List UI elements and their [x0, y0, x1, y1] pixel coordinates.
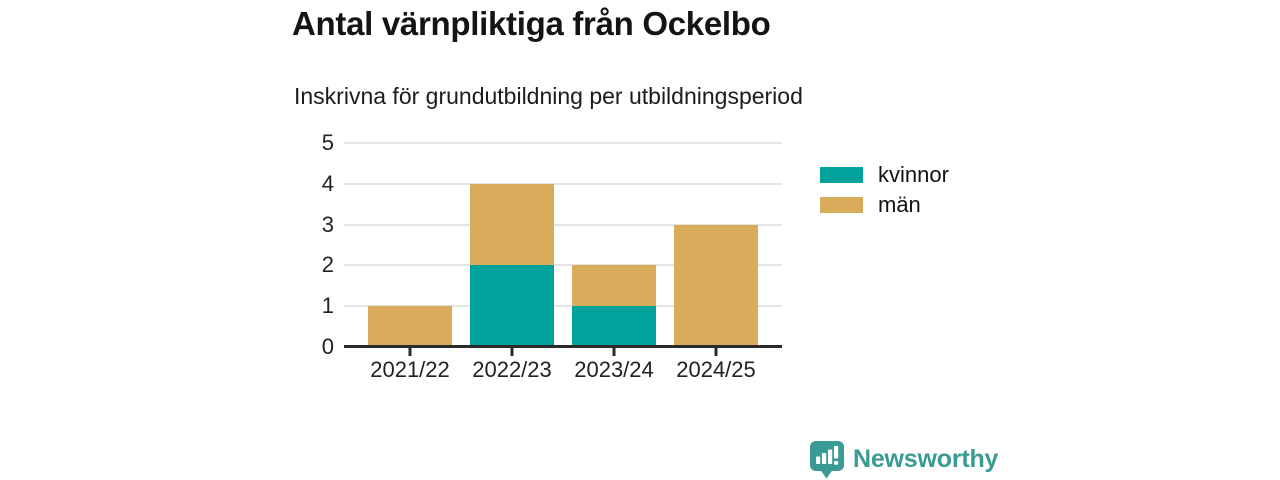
gridline — [344, 142, 782, 144]
x-tick-label: 2021/22 — [370, 357, 450, 382]
bar-segment — [674, 224, 758, 347]
y-tick-label: 3 — [321, 211, 334, 237]
legend-label: kvinnor — [878, 162, 949, 187]
x-tick-label: 2023/24 — [574, 357, 654, 382]
chart-subtitle: Inskrivna för grundutbildning per utbild… — [294, 83, 803, 109]
legend-swatch — [820, 167, 863, 183]
chart-title: Antal värnpliktiga från Ockelbo — [292, 5, 771, 42]
x-axis-line — [344, 345, 782, 348]
gridline — [344, 264, 782, 267]
y-tick-label: 5 — [321, 130, 334, 155]
brand-name: Newsworthy — [853, 445, 999, 473]
x-tick — [408, 347, 412, 356]
x-tick — [714, 347, 718, 356]
gridline — [344, 305, 782, 308]
gridline — [344, 182, 782, 185]
bar-segment — [470, 265, 554, 347]
bar-segment — [470, 183, 554, 266]
y-tick-label: 1 — [321, 293, 334, 319]
legend-swatch — [820, 197, 863, 213]
bar-segment — [572, 306, 656, 347]
bar-segment — [572, 265, 656, 307]
newsworthy-logo-icon — [810, 441, 844, 479]
x-tick — [510, 347, 514, 356]
bar-segment — [368, 306, 452, 347]
y-tick-label: 0 — [321, 334, 334, 359]
legend-item: kvinnor — [820, 160, 949, 190]
x-tick-label: 2024/25 — [676, 357, 756, 382]
brand-footer: Newsworthy — [809, 440, 998, 479]
y-tick-label: 2 — [321, 252, 334, 278]
plot-area: 2021/22 2022/23 2023/24 2024/25 — [344, 142, 782, 382]
legend-label: män — [878, 192, 921, 217]
legend: kvinnor män — [820, 160, 949, 220]
y-tick-label: 4 — [321, 170, 334, 196]
legend-item: män — [820, 190, 949, 220]
x-tick — [612, 347, 616, 356]
x-tick-label: 2022/23 — [472, 357, 552, 382]
gridline — [344, 223, 782, 226]
y-axis-labels: 0 1 2 3 4 5 — [280, 130, 334, 359]
